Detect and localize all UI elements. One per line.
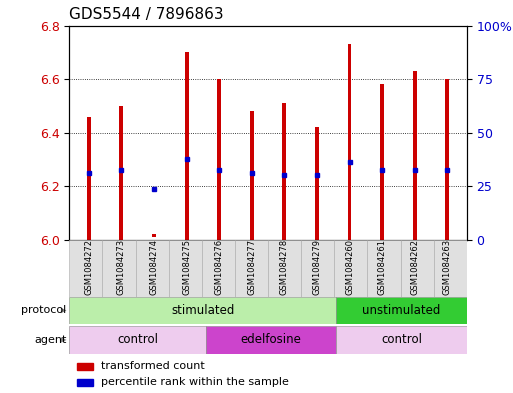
- Bar: [217, 79, 221, 240]
- Bar: [282, 103, 286, 240]
- Bar: [367, 240, 401, 297]
- Text: agent: agent: [34, 335, 67, 345]
- Bar: [413, 71, 417, 240]
- Bar: [433, 240, 467, 297]
- Text: GSM1084275: GSM1084275: [182, 239, 191, 295]
- Text: GDS5544 / 7896863: GDS5544 / 7896863: [69, 7, 224, 22]
- Bar: [87, 117, 91, 240]
- Text: GSM1084261: GSM1084261: [378, 239, 387, 295]
- Text: GSM1084272: GSM1084272: [84, 239, 93, 295]
- Bar: [69, 297, 337, 324]
- Bar: [445, 79, 449, 240]
- Bar: [120, 106, 123, 240]
- Bar: [250, 111, 254, 240]
- Text: GSM1084273: GSM1084273: [117, 239, 126, 295]
- Bar: [380, 84, 384, 240]
- Bar: [77, 379, 93, 386]
- Text: GSM1084263: GSM1084263: [443, 239, 452, 295]
- Text: transformed count: transformed count: [101, 362, 205, 371]
- Bar: [348, 44, 351, 240]
- Bar: [202, 240, 235, 297]
- Bar: [301, 240, 334, 297]
- Text: control: control: [117, 333, 158, 347]
- Bar: [135, 240, 169, 297]
- Text: GSM1084279: GSM1084279: [312, 239, 322, 295]
- Text: stimulated: stimulated: [171, 304, 234, 317]
- Bar: [169, 240, 202, 297]
- Text: GSM1084277: GSM1084277: [247, 239, 256, 295]
- Bar: [152, 234, 156, 237]
- Text: GSM1084262: GSM1084262: [410, 239, 419, 295]
- Text: GSM1084276: GSM1084276: [214, 239, 224, 295]
- Bar: [337, 326, 467, 354]
- Bar: [268, 240, 301, 297]
- Text: protocol: protocol: [22, 305, 67, 316]
- Bar: [103, 240, 135, 297]
- Text: GSM1084260: GSM1084260: [345, 239, 354, 295]
- Text: unstimulated: unstimulated: [363, 304, 441, 317]
- Text: GSM1084278: GSM1084278: [280, 239, 289, 295]
- Bar: [206, 326, 337, 354]
- Bar: [185, 52, 189, 240]
- Bar: [77, 363, 93, 369]
- Text: percentile rank within the sample: percentile rank within the sample: [101, 377, 289, 387]
- Text: edelfosine: edelfosine: [241, 333, 302, 347]
- Bar: [334, 240, 367, 297]
- Bar: [401, 240, 433, 297]
- Bar: [337, 297, 467, 324]
- Text: GSM1084274: GSM1084274: [149, 239, 159, 295]
- Text: control: control: [381, 333, 422, 347]
- Bar: [69, 326, 206, 354]
- Bar: [69, 240, 103, 297]
- Bar: [315, 127, 319, 240]
- Bar: [235, 240, 268, 297]
